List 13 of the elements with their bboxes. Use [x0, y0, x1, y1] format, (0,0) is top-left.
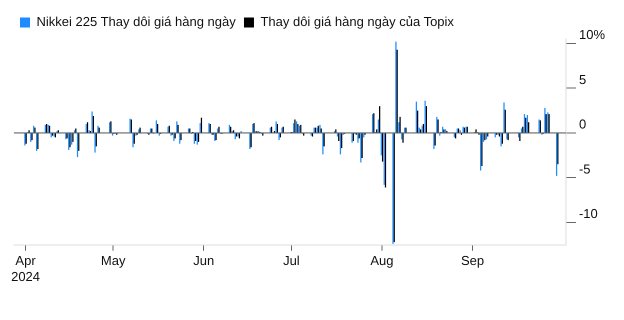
- y-tick-label: 0: [578, 116, 586, 132]
- x-tick-label: Aug: [370, 253, 394, 268]
- y-tick-label: -10: [578, 206, 598, 222]
- y-tick-label: -5: [578, 161, 591, 176]
- x-tick-label: Jul: [283, 253, 300, 268]
- x-tick-label: Apr 2024: [11, 253, 40, 284]
- legend-label: Nikkei 225 Thay dôi giá hàng ngày: [36, 14, 236, 30]
- x-tick-label: Sep: [460, 253, 484, 268]
- x-tick-label: Jun: [193, 253, 214, 268]
- y-tick-label: 10%: [578, 27, 606, 42]
- x-tick-label: May: [100, 253, 126, 268]
- legend-label: Thay dôi giá hàng ngày của Topix: [260, 14, 454, 30]
- y-tick-label: 5: [578, 72, 586, 87]
